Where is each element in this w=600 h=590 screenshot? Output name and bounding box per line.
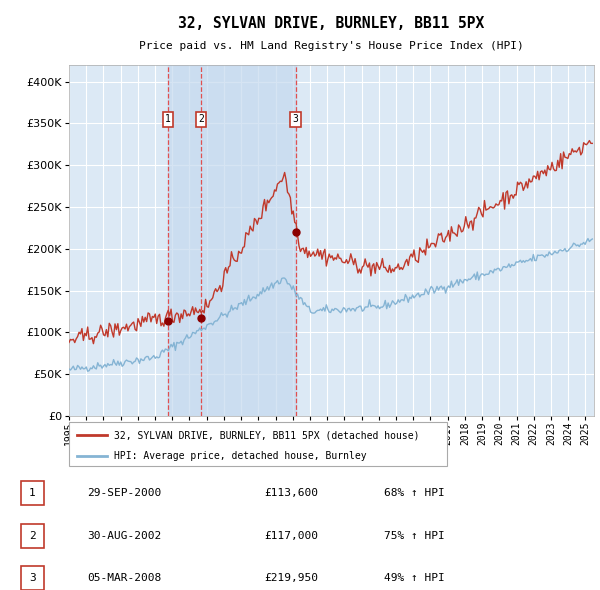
Text: 1: 1 <box>165 114 171 124</box>
Text: Price paid vs. HM Land Registry's House Price Index (HPI): Price paid vs. HM Land Registry's House … <box>139 41 524 51</box>
Text: 75% ↑ HPI: 75% ↑ HPI <box>384 531 445 540</box>
FancyBboxPatch shape <box>69 422 447 466</box>
Text: £113,600: £113,600 <box>264 489 318 498</box>
Bar <box>168 65 296 416</box>
Text: 3: 3 <box>293 114 299 124</box>
Text: 3: 3 <box>29 573 36 583</box>
Text: 68% ↑ HPI: 68% ↑ HPI <box>384 489 445 498</box>
Text: 2: 2 <box>198 114 204 124</box>
Text: £219,950: £219,950 <box>264 573 318 583</box>
Text: 32, SYLVAN DRIVE, BURNLEY, BB11 5PX: 32, SYLVAN DRIVE, BURNLEY, BB11 5PX <box>178 17 485 31</box>
Text: £117,000: £117,000 <box>264 531 318 540</box>
Text: 29-SEP-2000: 29-SEP-2000 <box>87 489 161 498</box>
Text: 05-MAR-2008: 05-MAR-2008 <box>87 573 161 583</box>
Text: 32, SYLVAN DRIVE, BURNLEY, BB11 5PX (detached house): 32, SYLVAN DRIVE, BURNLEY, BB11 5PX (det… <box>115 430 420 440</box>
Text: 2: 2 <box>29 531 36 540</box>
Text: 1: 1 <box>29 489 36 498</box>
Text: 30-AUG-2002: 30-AUG-2002 <box>87 531 161 540</box>
Text: 49% ↑ HPI: 49% ↑ HPI <box>384 573 445 583</box>
Text: HPI: Average price, detached house, Burnley: HPI: Average price, detached house, Burn… <box>115 451 367 461</box>
